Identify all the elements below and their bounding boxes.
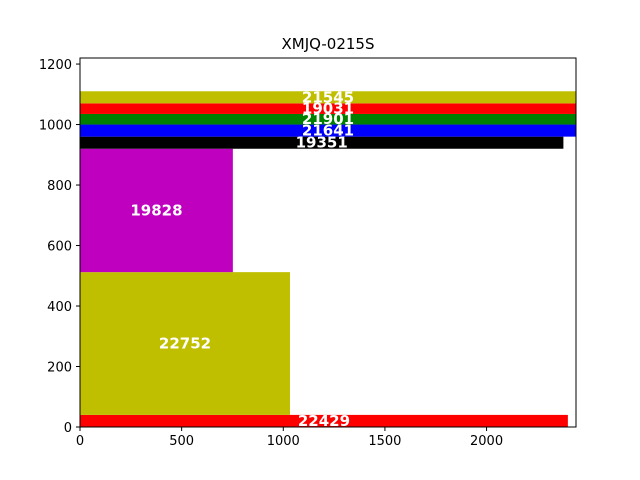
bar-22752: [80, 272, 290, 415]
x-tick-label: 500: [169, 434, 194, 449]
bar-label-21901: 21901: [302, 110, 354, 128]
y-tick-label: 0: [64, 421, 72, 436]
y-tick-label: 200: [47, 361, 72, 376]
bar-label-22429: 22429: [298, 412, 350, 430]
bar-19828: [80, 148, 233, 273]
bar-label-19031: 19031: [302, 100, 354, 118]
bar-label-21545: 21545: [302, 88, 354, 106]
x-tick-label: 0: [76, 434, 84, 449]
bar-19031: [80, 103, 576, 114]
y-tick-label: 400: [47, 300, 72, 315]
bar-21901: [80, 113, 576, 125]
bar-label-22752: 22752: [159, 335, 211, 353]
bar-21545: [80, 91, 576, 104]
x-tick-label: 2000: [470, 434, 503, 449]
y-tick-label: 1200: [39, 58, 72, 73]
y-tick-label: 600: [47, 240, 72, 255]
x-tick-label: 1000: [267, 434, 300, 449]
bar-label-19351: 19351: [296, 134, 348, 152]
bar-label-19828: 19828: [130, 201, 182, 219]
y-tick-label: 1000: [39, 119, 72, 134]
chart-title: XMJQ-0215S: [282, 35, 375, 53]
axes: 0 500 1000 1500 2000 0 200 400 600 800 1000 1200: [39, 58, 503, 449]
y-tick-label: 800: [47, 179, 72, 194]
plot-frame: [79, 57, 577, 428]
x-tick-label: 1500: [368, 434, 401, 449]
bar-21641: [80, 124, 576, 137]
bars-layer: [80, 91, 576, 427]
bar-22429: [80, 414, 568, 427]
bar-19351: [80, 136, 564, 149]
bar-label-21641: 21641: [302, 122, 354, 140]
